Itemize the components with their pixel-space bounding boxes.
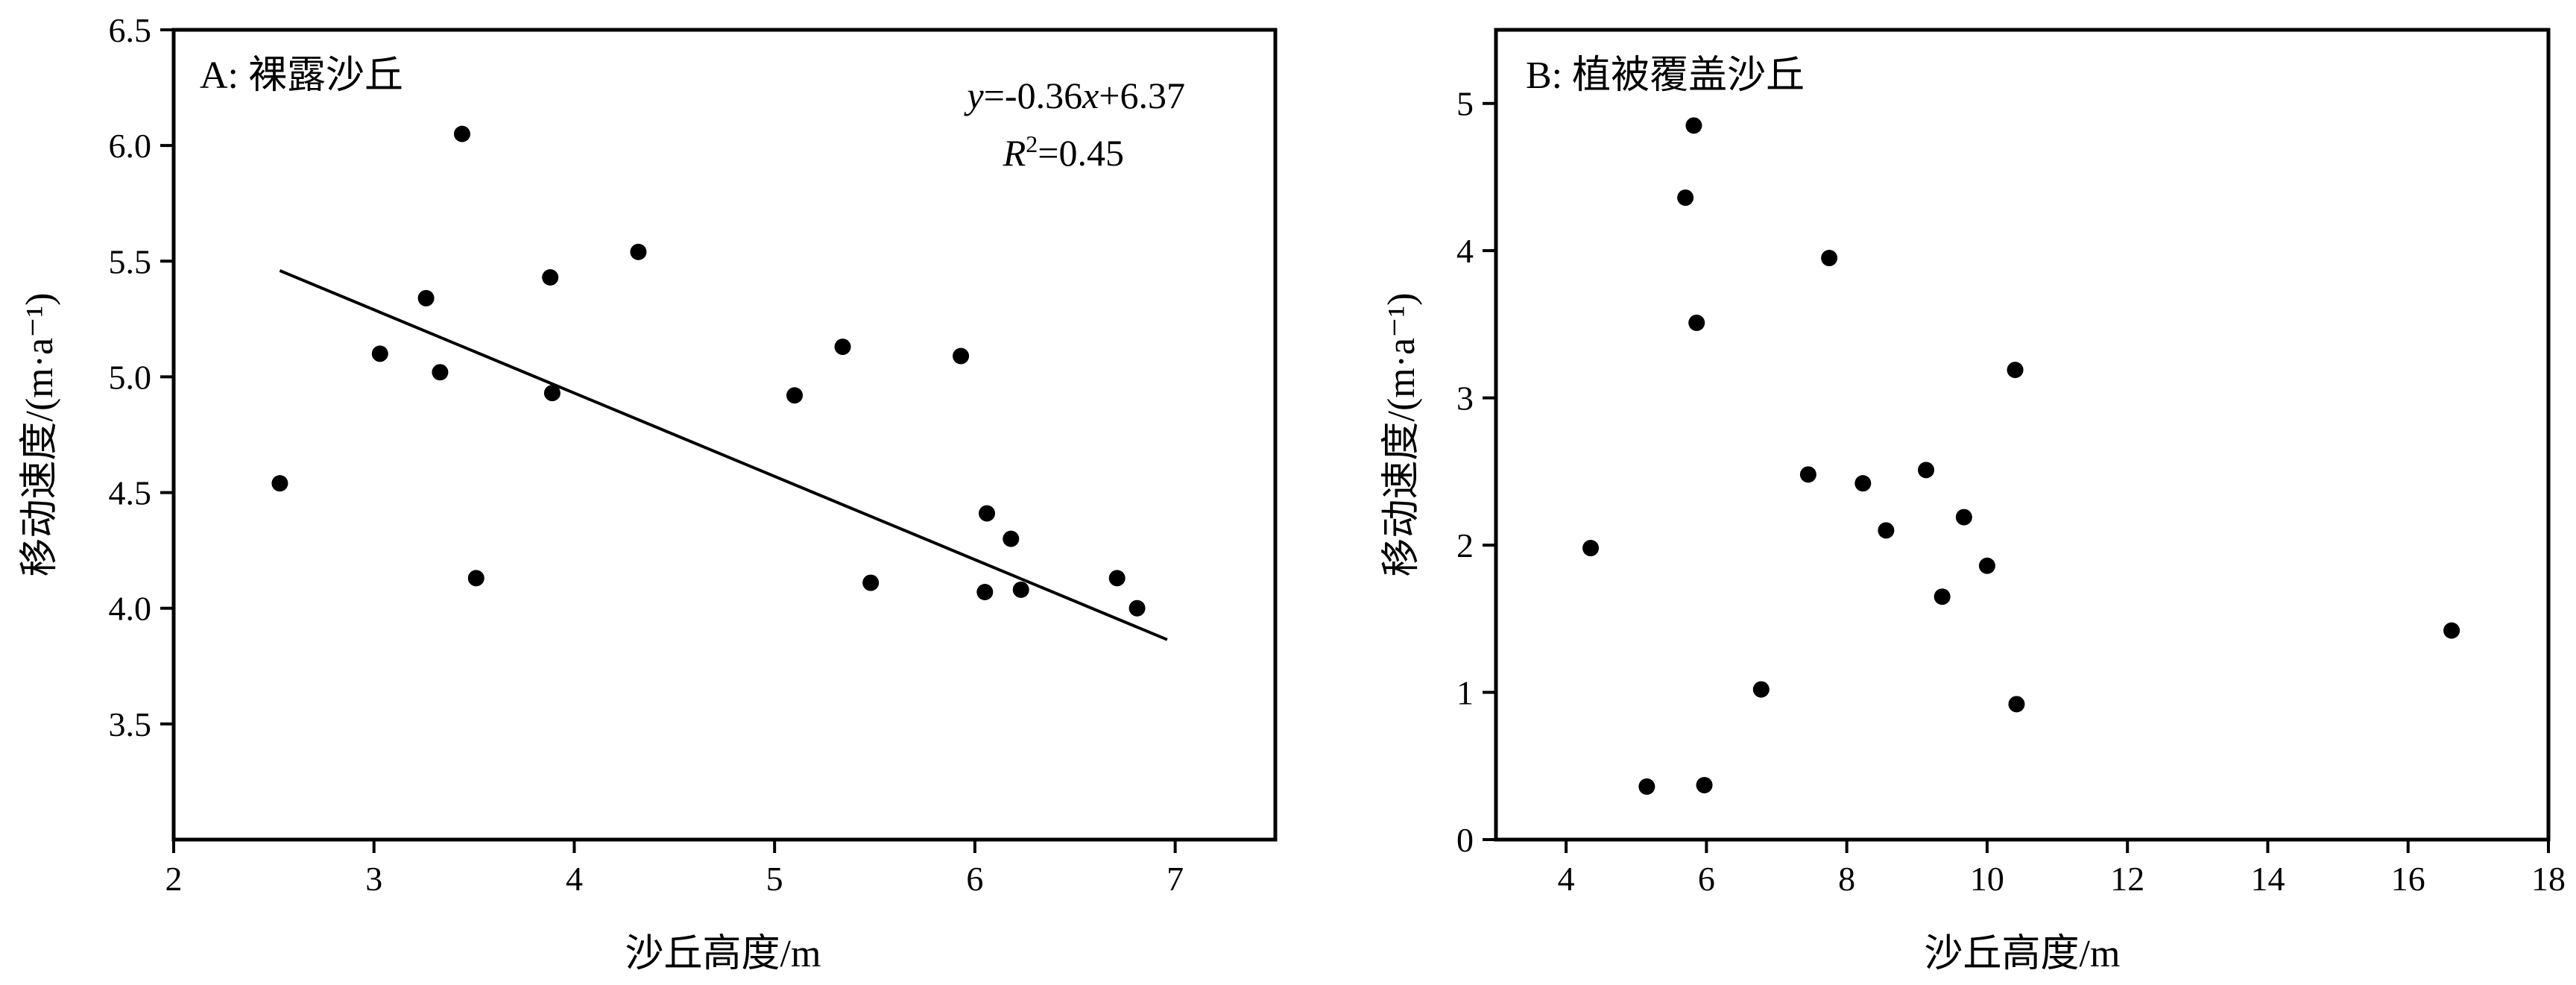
points-b [1582, 117, 2460, 795]
data-point-a-15 [1003, 530, 1020, 547]
y-tick-label-b-4: 4 [1456, 232, 1474, 270]
y-ticks-a: 3.5 4.0 4.5 5.0 5.5 6.0 6.5 [109, 11, 174, 743]
data-point-b-13 [1955, 509, 1972, 526]
data-point-a-12 [953, 347, 970, 365]
data-point-b-0 [1582, 540, 1600, 557]
data-point-a-4 [453, 125, 470, 142]
x-tick-label-b-0: 4 [1558, 860, 1575, 898]
data-point-b-3 [1685, 117, 1702, 134]
x-tick-label-a-5: 7 [1167, 860, 1184, 898]
data-point-a-11 [862, 574, 880, 591]
equation-y: y [964, 75, 985, 116]
regression-equation: y=-0.36x+6.37 [964, 75, 1185, 116]
data-point-b-4 [1688, 314, 1705, 331]
data-point-a-5 [467, 570, 484, 587]
r-squared-tail: =0.45 [1038, 132, 1124, 174]
data-point-b-9 [1854, 475, 1872, 492]
data-point-a-9 [786, 387, 804, 404]
data-point-b-10 [1878, 522, 1895, 539]
data-point-b-14 [1978, 557, 1995, 574]
data-point-a-1 [371, 345, 388, 362]
data-point-b-11 [1918, 462, 1935, 479]
regression-line [279, 269, 1168, 641]
y-tick-label-a-5: 6.0 [109, 127, 152, 165]
panel-title-a: A: 裸露沙丘 [200, 54, 403, 97]
data-point-b-15 [2007, 362, 2024, 379]
data-point-b-2 [1677, 189, 1694, 207]
x-tick-label-b-4: 12 [2110, 860, 2144, 898]
data-point-a-6 [542, 269, 559, 286]
x-tick-label-b-1: 6 [1698, 860, 1715, 898]
data-point-a-17 [1108, 570, 1126, 587]
x-axis-title-b: 沙丘高度/m [1925, 933, 2121, 975]
equation-tail: +6.37 [1099, 75, 1185, 116]
y-tick-label-a-3: 5.0 [109, 358, 152, 396]
y-tick-label-a-2: 4.5 [109, 474, 152, 512]
data-point-a-13 [976, 583, 994, 600]
panel-title-b: B: 植被覆盖沙丘 [1526, 54, 1805, 97]
data-point-b-17 [2443, 622, 2460, 639]
r-squared-r: R [1003, 132, 1026, 174]
data-point-b-8 [1821, 250, 1838, 267]
x-axis-title-a: 沙丘高度/m [625, 933, 821, 975]
plot-frame-a [171, 28, 1278, 842]
x-tick-label-b-3: 10 [1970, 860, 2004, 898]
data-point-a-0 [271, 475, 288, 492]
y-tick-label-b-0: 0 [1456, 821, 1474, 859]
x-tick-label-a-1: 3 [365, 860, 382, 898]
y-tick-label-b-2: 2 [1456, 526, 1474, 564]
y-axis-title-b: 移动速度/(m·a⁻¹) [1380, 293, 1423, 577]
equation-x: x [1082, 75, 1099, 116]
y-tick-label-a-4: 5.5 [109, 242, 152, 280]
chart-panel-a: 2 3 4 5 6 7 3.5 4.0 4.5 5.0 5.5 6.0 6.5 A: 裸露沙丘 y=-… [19, 11, 1278, 975]
r-squared-sup: 2 [1026, 130, 1038, 157]
y-tick-label-a-6: 6.5 [109, 11, 152, 49]
x-tick-label-a-3: 5 [766, 860, 783, 898]
data-point-a-2 [417, 289, 435, 306]
x-tick-label-b-7: 18 [2531, 860, 2566, 898]
y-tick-label-a-0: 3.5 [109, 705, 152, 743]
data-point-a-7 [543, 385, 561, 402]
data-point-a-10 [834, 339, 851, 356]
x-tick-label-a-0: 2 [165, 860, 183, 898]
data-point-a-14 [979, 505, 996, 522]
x-tick-label-a-2: 4 [566, 860, 583, 898]
x-tick-label-b-2: 8 [1838, 860, 1855, 898]
y-tick-label-b-3: 3 [1456, 380, 1474, 418]
data-point-b-12 [1933, 588, 1951, 605]
plot-frame-b [1494, 28, 2551, 842]
data-point-b-16 [2008, 696, 2025, 713]
x-ticks-b: 4 6 8 10 12 14 16 18 [1558, 840, 2566, 898]
x-tick-label-b-5: 14 [2250, 860, 2285, 898]
y-tick-label-b-1: 1 [1456, 674, 1474, 712]
data-point-b-5 [1696, 776, 1713, 793]
x-ticks-a: 2 3 4 5 6 7 [165, 840, 1184, 898]
data-point-a-16 [1012, 581, 1029, 598]
y-axis-title-a: 移动速度/(m·a⁻¹) [19, 293, 61, 577]
points-a [271, 125, 1146, 617]
y-tick-label-a-1: 4.0 [109, 590, 152, 628]
data-point-a-8 [630, 243, 647, 260]
data-point-b-6 [1752, 681, 1770, 698]
x-tick-label-b-6: 16 [2391, 860, 2425, 898]
y-ticks-b: 0 1 2 3 4 5 [1456, 85, 1496, 859]
r-squared: R2=0.45 [1003, 130, 1124, 174]
fit-line-group-a [279, 269, 1168, 641]
data-point-b-7 [1799, 466, 1816, 483]
data-point-a-3 [432, 364, 449, 381]
data-point-b-1 [1638, 778, 1655, 795]
data-point-a-18 [1128, 600, 1146, 617]
x-tick-label-a-4: 6 [966, 860, 983, 898]
y-tick-label-b-5: 5 [1456, 85, 1474, 123]
equation-mid: =-0.36 [984, 75, 1082, 116]
